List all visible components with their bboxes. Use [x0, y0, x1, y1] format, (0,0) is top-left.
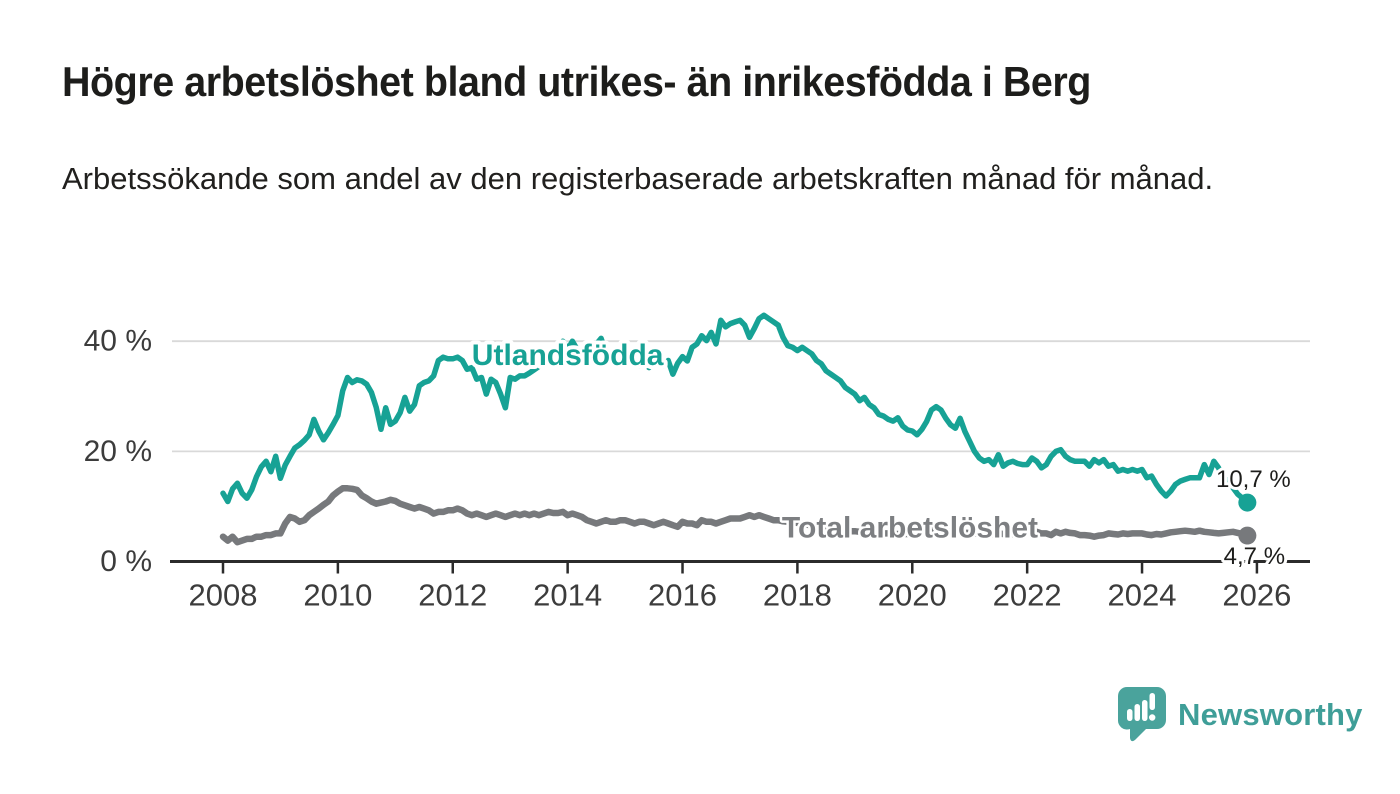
y-axis-label-20: 20 % [84, 435, 152, 468]
series-end-dot-total [1238, 526, 1257, 545]
series-end-dot-utlandsfodda [1238, 493, 1257, 512]
series-label-utlandsfodda: Utlandsfödda [472, 339, 664, 372]
newsworthy-logo-text: Newsworthy [1178, 696, 1363, 732]
logo-exclamation-bar [1149, 693, 1155, 710]
series-line-total [219, 485, 1251, 546]
logo-bar-3 [1142, 700, 1148, 721]
y-axis-label-0: 0 % [100, 545, 152, 578]
series-line-utlandsfodda [220, 312, 1251, 506]
x-axis-label-2012: 2012 [418, 577, 487, 612]
page-title: Högre arbetslöshet bland utrikes- än inr… [62, 58, 1091, 105]
newsworthy-logo-icon [1117, 687, 1166, 742]
y-axis-label-40: 40 % [84, 325, 152, 358]
x-axis-label-2016: 2016 [648, 577, 717, 612]
logo-bar-1 [1127, 709, 1133, 721]
x-axis-label-2024: 2024 [1108, 577, 1177, 612]
x-axis-label-2026: 2026 [1222, 577, 1291, 612]
end-value-label-total: 4,7 % [1224, 543, 1285, 570]
chart-subtitle: Arbetssökande som andel av den registerb… [62, 161, 1214, 196]
logo-bar-2 [1134, 704, 1140, 721]
end-value-label-utlandsfodda: 10,7 % [1216, 466, 1291, 493]
speech-bubble-shape [1117, 687, 1166, 742]
x-axis-label-2008: 2008 [189, 577, 258, 612]
x-axis-label-2018: 2018 [763, 577, 832, 612]
x-axis-label-2020: 2020 [878, 577, 947, 612]
x-axis-label-2014: 2014 [533, 577, 602, 612]
x-axis-label-2010: 2010 [303, 577, 372, 612]
logo-exclamation-dot [1149, 714, 1156, 721]
x-axis-label-2022: 2022 [993, 577, 1062, 612]
newsworthy-logo: Newsworthy [1117, 686, 1363, 743]
series-label-total: Total arbetslöshet [782, 511, 1038, 544]
